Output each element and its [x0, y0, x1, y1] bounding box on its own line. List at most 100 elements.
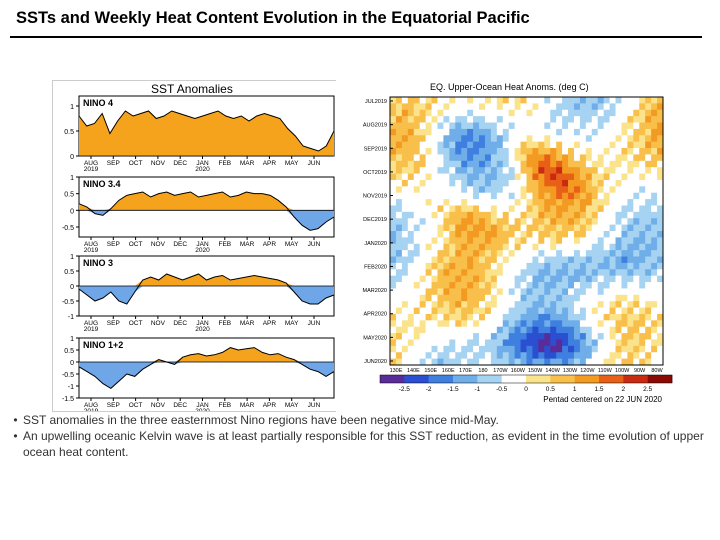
heat-cell: [467, 352, 474, 360]
heat-cell: [395, 122, 403, 130]
sst-month-label: AUG: [84, 160, 98, 167]
heat-cell: [633, 148, 640, 155]
heat-cell: [526, 294, 533, 302]
heat-cell: [390, 231, 397, 238]
heat-cell: [615, 294, 622, 302]
heat-cell: [514, 122, 521, 130]
heat-cell: [490, 345, 498, 353]
heat-cell: [532, 186, 539, 194]
heat-cell: [437, 282, 444, 289]
sst-month-label: OCT: [129, 241, 143, 248]
heat-cell: [479, 167, 486, 174]
heat-cell: [437, 269, 444, 277]
heat-cell: [508, 192, 516, 200]
heat-cell: [556, 282, 563, 289]
heat-cell: [413, 358, 421, 366]
heat-cell: [395, 141, 403, 149]
heat-cell: [615, 250, 622, 257]
heat-cell: [645, 218, 652, 226]
heat-cell: [473, 205, 480, 213]
heat-cell: [407, 294, 415, 302]
heat-cell: [437, 358, 444, 366]
heat-cell: [449, 192, 456, 200]
heat-cell: [657, 301, 664, 308]
heat-cell: [627, 237, 634, 245]
heat-cell: [615, 282, 622, 289]
heat-cell: [615, 326, 622, 334]
heat-cell: [568, 320, 575, 328]
heat-cell: [585, 237, 593, 245]
heat-cell: [395, 179, 403, 187]
heat-ytick-label: SEP2019: [364, 146, 387, 152]
heat-cell: [562, 116, 569, 123]
heat-cell: [490, 128, 498, 136]
heat-cell: [467, 282, 474, 289]
heat-cell: [443, 141, 450, 149]
heat-cell: [455, 211, 462, 219]
heat-cell: [419, 320, 426, 328]
heat-cell: [556, 148, 563, 155]
heat-cell: [627, 256, 634, 264]
heat-cell: [490, 167, 498, 174]
heat-cell: [484, 352, 492, 360]
heat-cell: [597, 211, 605, 219]
heat-cell: [520, 122, 527, 130]
heat-cell: [443, 103, 450, 111]
colorbar-label: -1.5: [447, 386, 459, 393]
heat-cell: [532, 262, 539, 270]
heat-cell: [532, 97, 539, 104]
heat-cell: [597, 199, 605, 206]
heat-cell: [645, 282, 652, 289]
heat-cell: [443, 282, 450, 289]
heat-cell: [532, 128, 539, 136]
heat-cell: [455, 224, 462, 232]
heat-cell: [573, 256, 581, 264]
heat-cell: [568, 307, 575, 315]
heat-cell: [443, 218, 450, 226]
heat-cell: [585, 97, 593, 104]
heat-cell: [556, 237, 563, 245]
heat-cell: [645, 231, 652, 238]
heat-cell: [455, 320, 462, 328]
heat-cell: [562, 339, 569, 347]
heat-cell: [502, 224, 510, 232]
heat-cell: [568, 352, 575, 360]
heat-cell: [455, 97, 462, 104]
heat-cell: [425, 148, 432, 155]
colorbar-swatch: [599, 375, 624, 383]
heat-cell: [514, 262, 521, 270]
heat-cell: [538, 320, 545, 328]
sst-negative-area: [79, 286, 334, 304]
heat-cell: [633, 141, 640, 149]
heat-cell: [419, 116, 426, 123]
heat-cell: [532, 148, 539, 155]
heat-cell: [639, 109, 646, 117]
heat-cell: [514, 345, 521, 353]
heat-cell: [597, 231, 605, 238]
heat-cell: [473, 307, 480, 315]
heat-cell: [419, 224, 426, 232]
heat-cell: [449, 307, 456, 315]
heat-cell: [425, 103, 432, 111]
heat-cell: [479, 243, 486, 251]
heat-cell: [579, 333, 587, 340]
heat-cell: [645, 186, 652, 194]
heat-cell: [639, 352, 646, 360]
heat-cell: [657, 262, 664, 270]
heat-cell: [502, 167, 510, 174]
heat-cell: [556, 307, 563, 315]
heat-cell: [520, 294, 527, 302]
heat-cell: [657, 256, 664, 264]
heat-cell: [568, 154, 575, 162]
heat-cell: [431, 186, 438, 194]
heat-cell: [651, 269, 658, 277]
heat-ytick-label: JAN2020: [364, 241, 387, 247]
heat-cell: [651, 97, 658, 104]
heat-cell: [419, 192, 426, 200]
heat-cell: [431, 116, 438, 123]
heat-cell: [532, 339, 539, 347]
heat-cell: [419, 211, 426, 219]
heat-cell: [538, 148, 545, 155]
heat-cell: [437, 250, 444, 257]
heat-cell: [514, 160, 521, 168]
